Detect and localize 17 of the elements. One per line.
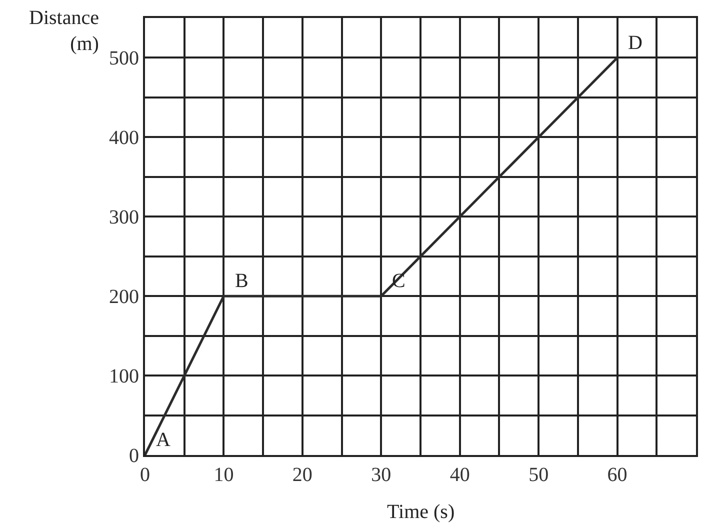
x-axis-title: Time (s) xyxy=(387,501,455,523)
y-tick-label: 0 xyxy=(129,445,139,467)
x-tick-label: 50 xyxy=(528,464,549,486)
annotation: A xyxy=(156,429,171,451)
y-tick-label: 500 xyxy=(109,48,139,70)
x-tick-label: 40 xyxy=(450,464,470,486)
annotation: B xyxy=(235,270,248,292)
y-tick-label: 400 xyxy=(109,127,139,150)
x-tick-label: 10 xyxy=(214,464,234,486)
y-tick-label: 300 xyxy=(109,206,139,229)
annotation: D xyxy=(628,32,642,54)
y-tick-label: 200 xyxy=(109,286,139,308)
x-tick-label: 60 xyxy=(607,464,628,486)
y-tick-label: 100 xyxy=(109,366,139,388)
x-tick-label: 30 xyxy=(371,464,392,486)
y-axis-title: Distance (m) xyxy=(29,7,100,55)
x-tick-label: 20 xyxy=(292,464,312,486)
